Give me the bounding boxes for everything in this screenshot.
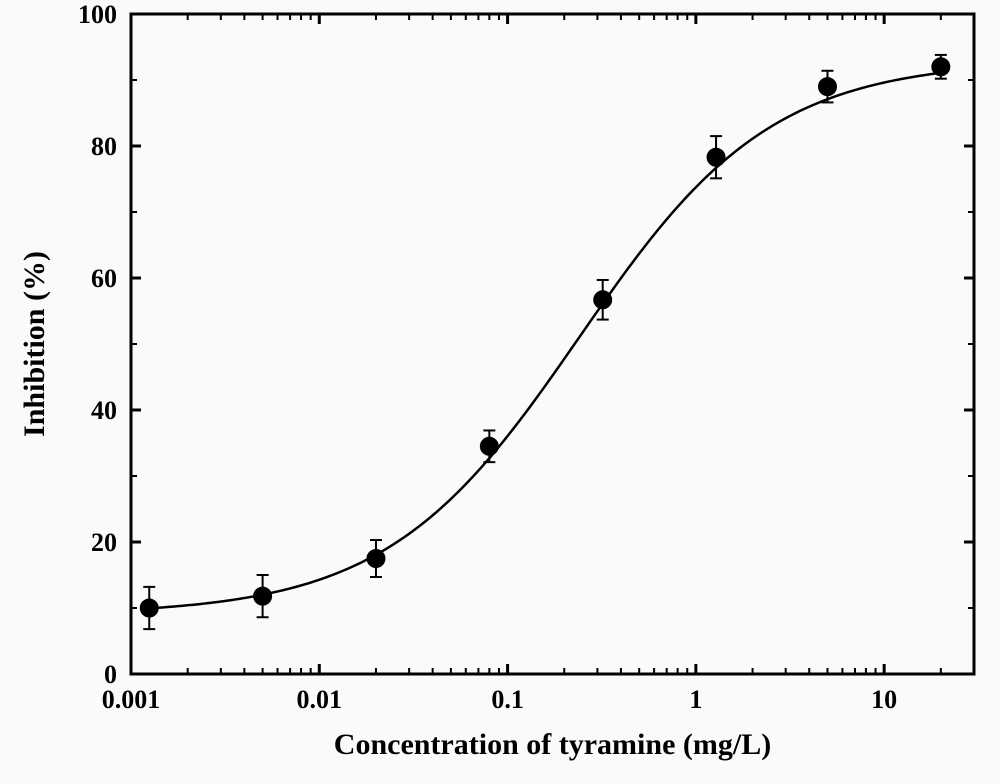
chart-container: 0.0010.010.1110020406080100Concentration… (0, 0, 1000, 784)
data-marker (932, 58, 950, 76)
y-tick-label: 20 (91, 528, 117, 557)
y-tick-label: 40 (91, 396, 117, 425)
chart-svg: 0.0010.010.1110020406080100Concentration… (0, 0, 1000, 784)
x-tick-label: 0.01 (297, 685, 343, 714)
data-marker (254, 587, 272, 605)
y-axis-label: Inhibition (%) (18, 251, 51, 437)
y-tick-label: 80 (91, 132, 117, 161)
x-tick-label: 0.1 (491, 685, 524, 714)
x-tick-label: 1 (689, 685, 702, 714)
y-tick-label: 100 (78, 0, 117, 29)
data-marker (594, 291, 612, 309)
data-marker (140, 599, 158, 617)
y-tick-label: 60 (91, 264, 117, 293)
x-axis-label: Concentration of tyramine (mg/L) (334, 728, 771, 761)
x-tick-label: 10 (871, 685, 897, 714)
data-marker (480, 437, 498, 455)
data-marker (707, 148, 725, 166)
y-tick-label: 0 (104, 660, 117, 689)
x-tick-label: 0.001 (102, 685, 161, 714)
data-marker (367, 550, 385, 568)
data-marker (818, 78, 836, 96)
